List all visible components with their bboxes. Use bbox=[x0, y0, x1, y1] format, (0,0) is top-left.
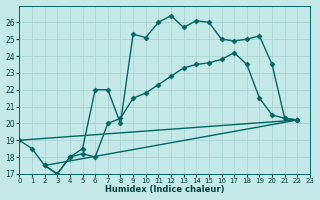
X-axis label: Humidex (Indice chaleur): Humidex (Indice chaleur) bbox=[105, 185, 224, 194]
